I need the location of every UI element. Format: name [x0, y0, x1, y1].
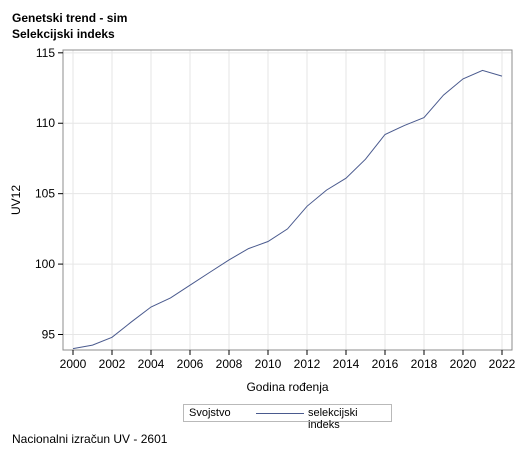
tick-layer: 2000 2002 2004 2006 2008 2010 2012 2014 2016 2018… [35, 46, 516, 371]
x-axis-label: Godina rođenja [246, 380, 328, 394]
y-tick-label: 105 [35, 187, 55, 201]
series-layer [72, 69, 503, 350]
plot-frame [62, 49, 513, 351]
chart-subtitle: Selekcijski indeks [12, 27, 115, 41]
x-tick-label: 2020 [450, 357, 477, 371]
x-tick-label: 2004 [138, 357, 165, 371]
x-tick-label: 2000 [60, 357, 87, 371]
grid-layer [63, 50, 512, 350]
legend-line-swatch [256, 413, 304, 414]
x-tick-label: 2002 [99, 357, 126, 371]
title-block: Genetski trend - sim Selekcijski indeks [12, 10, 127, 42]
x-tick-label: 2022 [489, 357, 516, 371]
x-tick-label: 2008 [216, 357, 243, 371]
x-tick-label: 2010 [255, 357, 282, 371]
footnote: Nacionalni izračun UV - 2601 [12, 432, 168, 446]
legend-series-label: selekcijski indeks [308, 407, 358, 431]
y-tick-label: 115 [36, 46, 55, 60]
legend-title: Svojstvo [189, 407, 231, 419]
x-tick-label: 2016 [372, 357, 399, 371]
x-tick-label: 2006 [177, 357, 204, 371]
y-tick-label: 95 [42, 328, 56, 342]
y-tick-label: 100 [35, 257, 55, 271]
x-tick-label: 2014 [333, 357, 360, 371]
series-line-selekcijski-indeks [72, 69, 503, 350]
y-tick-label: 110 [36, 116, 55, 130]
chart-title: Genetski trend - sim [12, 11, 128, 25]
legend: Svojstvo selekcijski indeks [183, 404, 392, 431]
x-tick-label: 2018 [411, 357, 438, 371]
x-tick-label: 2012 [294, 357, 321, 371]
y-axis-label: UV12 [9, 185, 23, 215]
